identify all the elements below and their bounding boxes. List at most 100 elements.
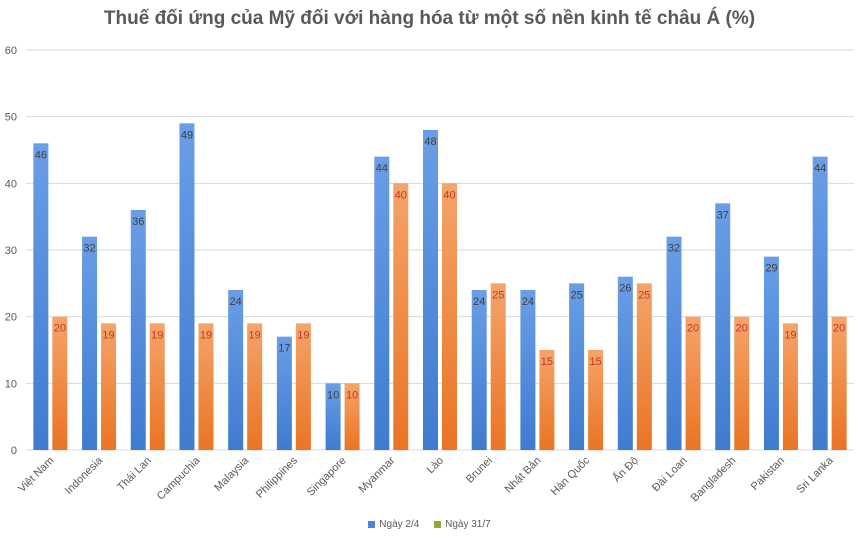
y-tick-label: 40 <box>5 178 17 190</box>
data-label: 29 <box>765 263 777 275</box>
data-labels: 46 20 32 19 36 19 49 19 24 19 17 19 10 10 44 40 48 40 24 25… <box>35 129 846 401</box>
data-label: 15 <box>541 356 553 368</box>
bar-series-2 <box>539 350 555 450</box>
legend-item-series-1: Ngày 2/4 <box>368 519 419 530</box>
bar-series-2 <box>247 323 263 450</box>
data-label: 25 <box>492 289 504 301</box>
data-label: 26 <box>619 283 631 295</box>
x-tick-label: Singapore <box>305 455 349 499</box>
bar-series-1 <box>715 203 731 450</box>
data-label: 19 <box>297 329 309 341</box>
data-label: 20 <box>833 323 845 335</box>
y-tick-label: 20 <box>5 312 17 324</box>
bar-series-1 <box>33 143 49 451</box>
y-tick-label: 60 <box>5 45 17 57</box>
data-label: 20 <box>687 323 699 335</box>
legend-item-series-2: Ngày 31/7 <box>434 519 491 530</box>
x-tick-label: Indonesia <box>63 454 106 497</box>
x-tick-label: Brunei <box>464 455 495 486</box>
bar-series-1 <box>569 283 585 450</box>
bar-series-2 <box>782 323 798 450</box>
bar-series-1 <box>374 156 390 450</box>
y-axis-ticks: 0 10 20 30 40 50 60 <box>5 45 17 457</box>
data-label: 19 <box>102 329 114 341</box>
bar-series-2 <box>149 323 165 450</box>
data-label: 32 <box>83 243 95 255</box>
bar-series-2 <box>442 183 457 451</box>
x-tick-label: Lào <box>425 455 446 476</box>
x-axis-ticks: Việt Nam Indonesia Thái Lan Campuchia Malays… <box>16 454 836 504</box>
data-label: 48 <box>424 136 436 148</box>
data-label: 17 <box>278 343 290 355</box>
data-label: 19 <box>151 329 163 341</box>
bar-series-1 <box>617 276 633 450</box>
x-tick-label: Philippines <box>254 454 300 500</box>
data-label: 19 <box>200 329 212 341</box>
bar-series-1 <box>325 383 341 450</box>
data-label: 24 <box>473 296 485 308</box>
data-label: 10 <box>346 389 358 401</box>
x-tick-label: Hàn Quốc <box>549 454 593 498</box>
bar-series-2 <box>101 323 117 450</box>
y-tick-label: 10 <box>5 378 17 390</box>
bars <box>33 123 847 451</box>
bar-series-2 <box>198 323 214 450</box>
bar-series-1 <box>276 336 292 450</box>
data-label: 25 <box>638 289 650 301</box>
bar-series-2 <box>734 316 750 450</box>
data-label: 36 <box>132 216 144 228</box>
data-label: 15 <box>589 356 601 368</box>
x-tick-label: Bangladesh <box>689 455 739 505</box>
bar-series-1 <box>228 290 244 450</box>
x-tick-label: Ấn Độ <box>610 454 641 485</box>
bar-series-2 <box>52 316 68 450</box>
bar-series-1 <box>130 210 146 450</box>
x-tick-label: Myanmar <box>357 454 398 495</box>
bar-series-1 <box>82 236 98 450</box>
bar-series-1 <box>763 256 779 450</box>
legend-swatch-series-1 <box>368 521 376 528</box>
data-label: 25 <box>570 289 582 301</box>
data-label: 46 <box>35 149 47 161</box>
data-label: 24 <box>522 296 534 308</box>
data-label: 49 <box>181 129 193 141</box>
x-tick-label: Thái Lan <box>115 455 154 494</box>
bar-series-1 <box>812 156 828 450</box>
bar-series-2 <box>636 283 652 450</box>
data-label: 40 <box>443 189 455 201</box>
data-label: 40 <box>395 189 407 201</box>
data-label: 19 <box>249 329 261 341</box>
y-tick-label: 30 <box>5 245 17 257</box>
legend: Ngày 2/4 Ngày 31/7 <box>0 519 859 531</box>
data-label: 20 <box>736 323 748 335</box>
x-tick-label: Campuchia <box>155 454 203 502</box>
y-tick-label: 0 <box>11 445 17 457</box>
x-tick-label: Nhật Bản <box>503 455 544 496</box>
data-label: 10 <box>327 389 339 401</box>
y-tick-label: 50 <box>5 112 17 124</box>
bar-series-2 <box>295 323 311 450</box>
legend-swatch-series-2 <box>434 521 442 528</box>
data-label: 20 <box>54 323 66 335</box>
legend-label-series-2: Ngày 31/7 <box>445 519 491 530</box>
bar-series-1 <box>179 123 195 450</box>
data-label: 44 <box>814 163 826 175</box>
bar-series-2 <box>685 316 701 450</box>
bar-series-2 <box>588 350 604 450</box>
legend-label-series-1: Ngày 2/4 <box>379 519 420 530</box>
data-label: 24 <box>230 296 242 308</box>
x-tick-label: Malaysia <box>212 454 252 494</box>
x-tick-label: Đài Loan <box>650 455 690 495</box>
bar-series-2 <box>831 316 847 450</box>
x-tick-label: Pakistan <box>749 455 787 493</box>
bar-series-1 <box>520 290 536 450</box>
chart-title: Thuế đối ứng của Mỹ đối với hàng hóa từ … <box>103 8 756 29</box>
data-label: 44 <box>376 163 388 175</box>
bar-series-1 <box>666 236 682 450</box>
bar-series-2 <box>490 283 506 450</box>
bar-series-2 <box>344 383 360 450</box>
bar-series-2 <box>393 183 409 451</box>
x-tick-label: Sri Lanka <box>794 454 836 496</box>
